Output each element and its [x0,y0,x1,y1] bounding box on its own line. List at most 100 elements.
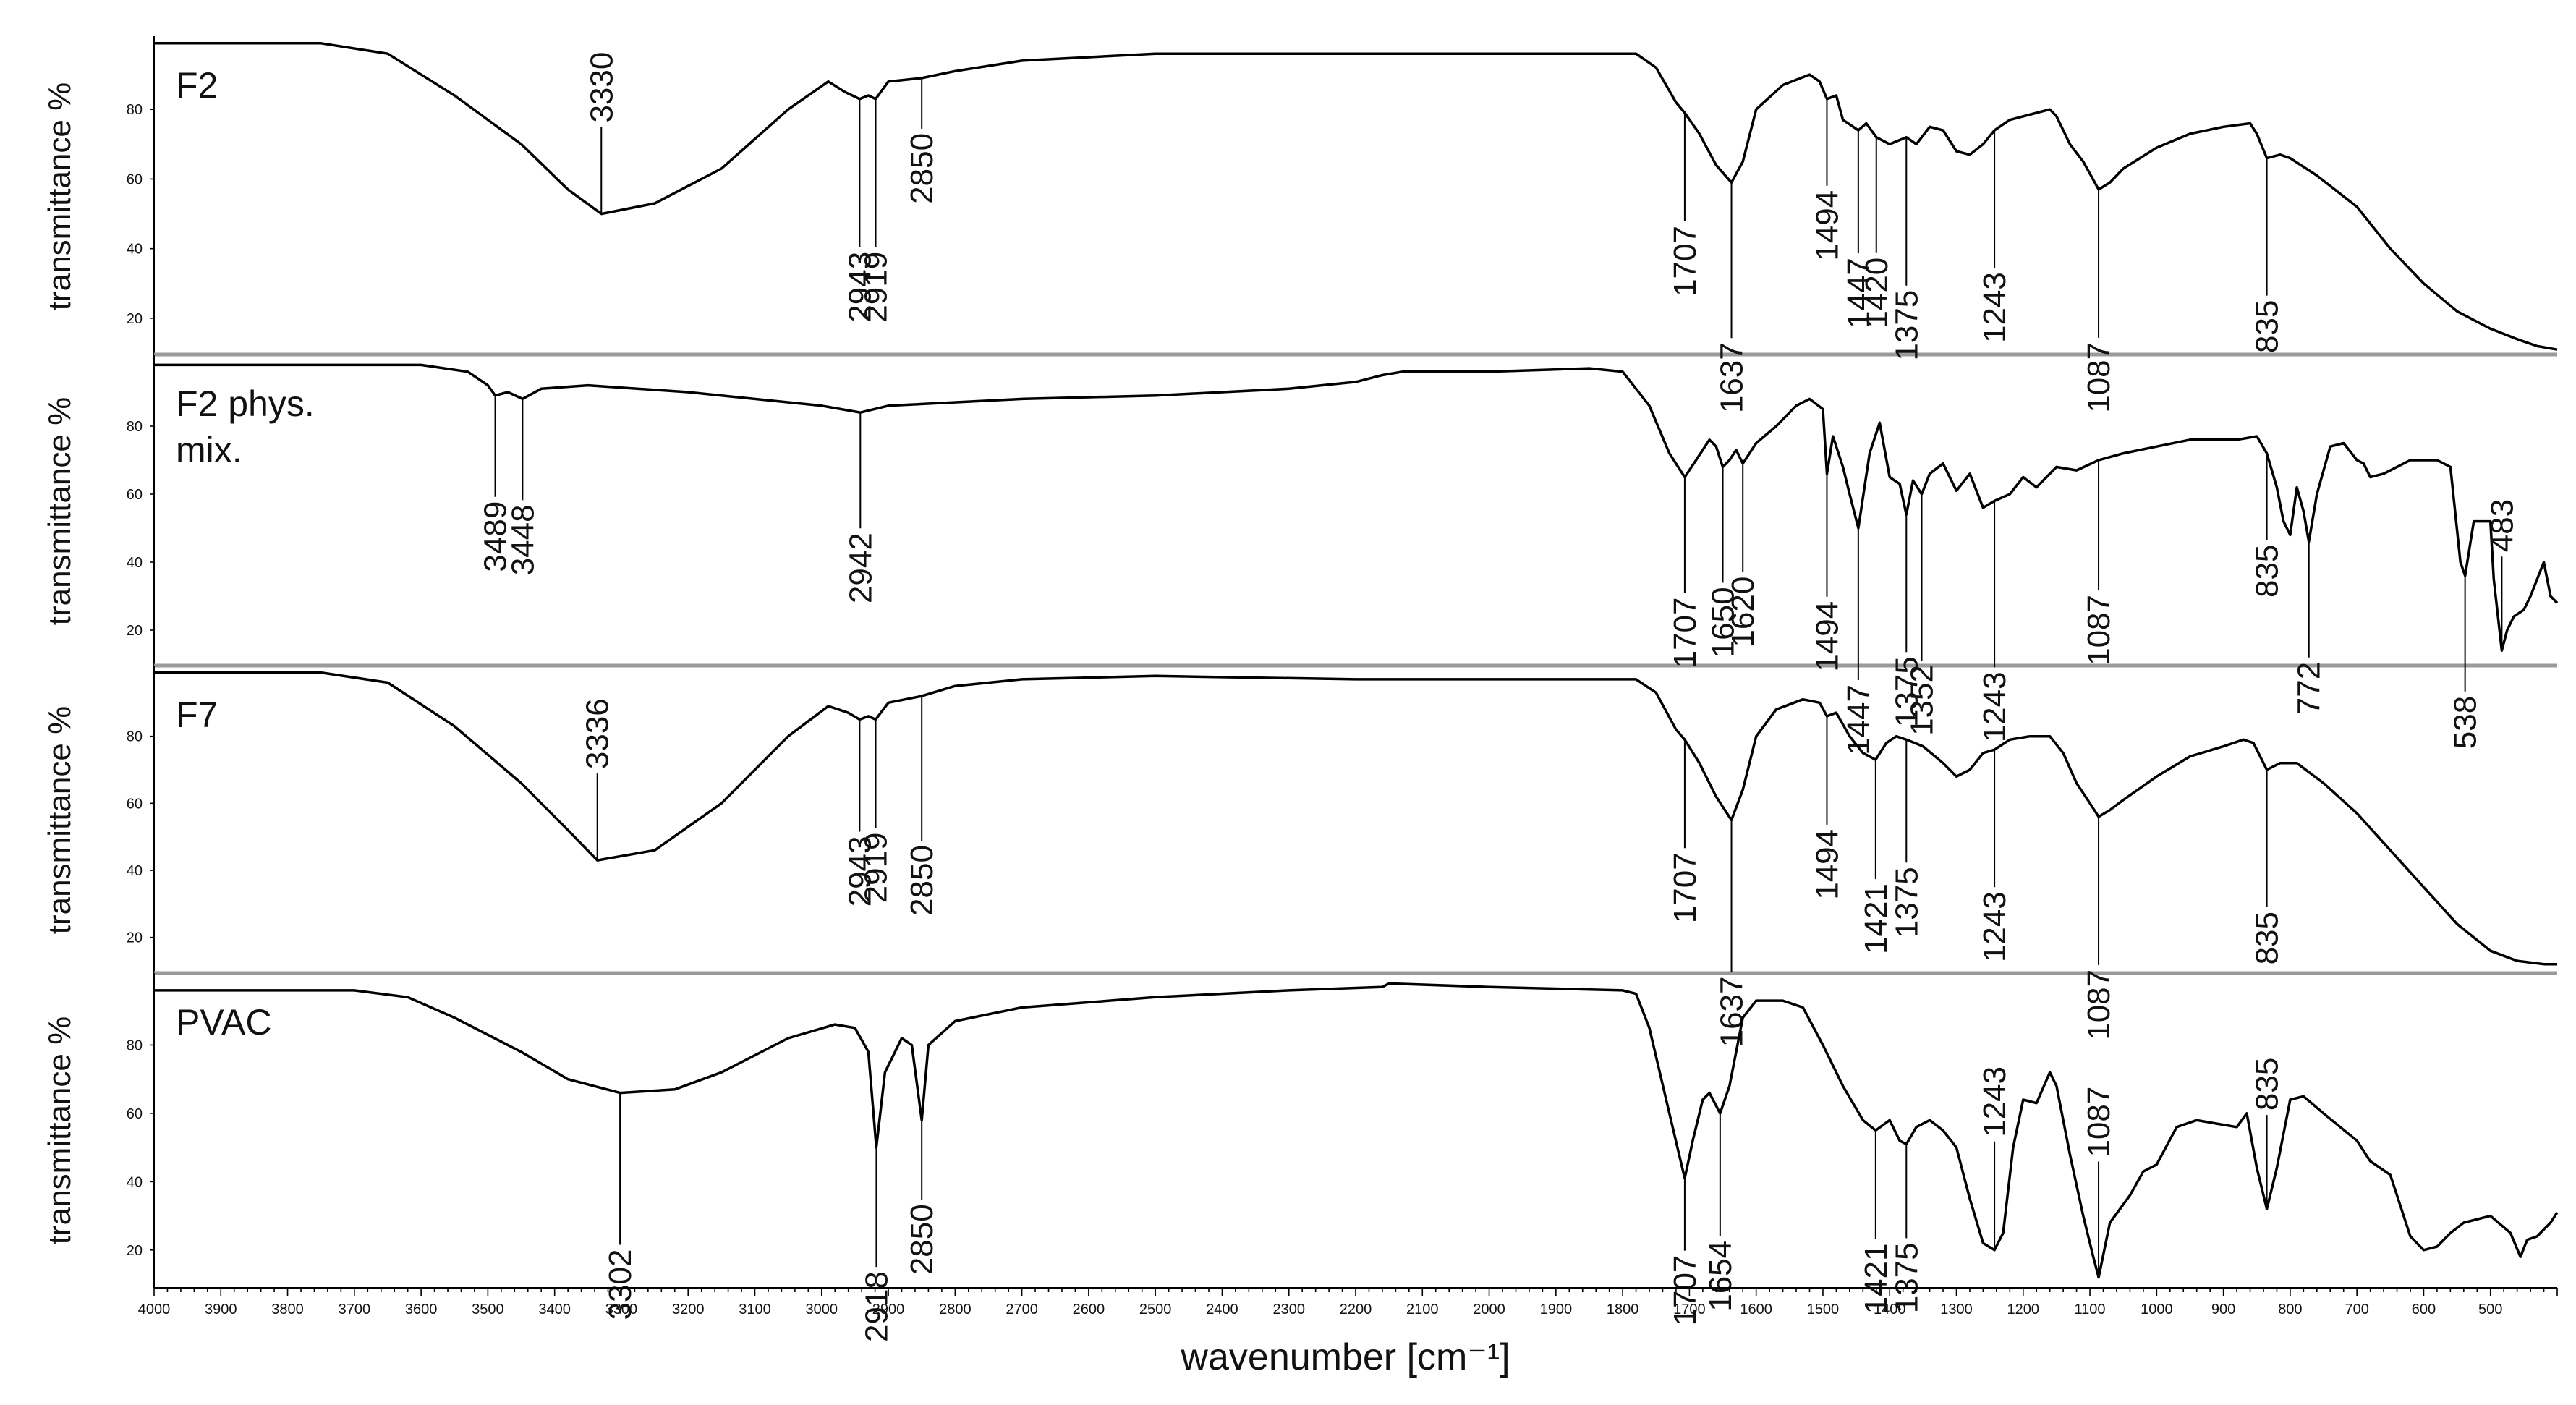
x-tick-label: 3800 [271,1302,304,1317]
peak-label: 2850 [904,845,940,916]
y-axis-label: transmittance % [42,706,77,934]
x-tick-label: 1500 [1807,1302,1840,1317]
peak-label: 1243 [1977,1066,2012,1137]
peak-label: 1243 [1977,671,2012,742]
panel-name: F2 phys. mix. [176,383,315,470]
peak-label: 2919 [859,833,894,904]
x-tick-label: 3000 [806,1302,838,1317]
y-tick-label: 60 [127,487,143,503]
x-tick-label: 1700 [1673,1302,1706,1317]
x-tick-label: 2600 [1073,1302,1105,1317]
x-tick-label: 2300 [1272,1302,1305,1317]
y-tick-label: 60 [127,796,143,812]
spectrum-line [154,982,2559,1279]
peak-label: 1087 [2081,342,2117,413]
peak-label: 1654 [1703,1241,1738,1312]
panel-name: F7 [176,695,218,735]
peak-label: 2919 [859,252,894,323]
y-tick-label: 60 [127,1106,143,1122]
x-tick-label: 2700 [1006,1302,1038,1317]
x-axis-label: wavenumber [cm⁻¹] [1180,1336,1510,1378]
peak-label: 1420 [1859,258,1895,328]
peak-label: 1375 [1889,656,1924,727]
y-tick-label: 40 [127,863,143,879]
x-tick-label: 800 [2278,1302,2302,1317]
x-tick-label: 600 [2412,1302,2436,1317]
peak-label: 772 [2292,662,2327,715]
peak-label: 1087 [2081,595,2117,666]
x-axis: 4000 3900 3800 3700 3600 3500 3400 3300 3200 3100… [138,1287,2558,1317]
panel-f2-phys-mix-: 20 40 60 80 transmittance % F2 phys. mix. 34893… [42,355,2559,755]
peak-label: 1637 [1714,342,1750,413]
peak-label: 2850 [904,1204,940,1275]
x-tick-label: 3900 [205,1302,237,1317]
x-tick-label: 3100 [739,1302,771,1317]
y-tick-label: 20 [127,930,143,946]
x-tick-label: 2900 [872,1302,905,1317]
x-tick-label: 1600 [1740,1302,1772,1317]
peak-label: 1707 [1667,1255,1703,1326]
peak-label: 1352 [1905,665,1940,736]
peak-label: 2918 [859,1271,894,1342]
spectrum-line [154,42,2558,351]
peak-label: 1375 [1889,290,1924,361]
x-tick-label: 3200 [672,1302,705,1317]
peak-label: 1494 [1809,190,1845,261]
y-tick-label: 80 [127,1037,143,1053]
x-tick-label: 1000 [2141,1302,2173,1317]
y-tick-label: 20 [127,1243,143,1259]
y-tick-label: 80 [127,419,143,435]
panel-pvac: 20 40 60 80 transmittance % PVAC 3302 2918 2850 1… [42,973,2559,1342]
peak-label: 2942 [843,532,878,603]
y-tick-label: 40 [127,242,143,258]
x-tick-label: 1300 [1940,1302,1973,1317]
peak-label: 1707 [1667,598,1703,668]
peak-label: 1707 [1667,226,1703,297]
x-tick-label: 2100 [1406,1302,1439,1317]
peak-label: 3330 [584,52,619,123]
x-tick-label: 700 [2345,1302,2368,1317]
peak-label: 3336 [580,698,616,769]
peak-label: 835 [2250,300,2285,353]
peak-label: 1087 [2081,969,2117,1040]
peak-label: 1447 [1841,258,1876,328]
x-tick-label: 500 [2478,1302,2502,1317]
x-tick-label: 2200 [1340,1302,1372,1317]
peak-label: 538 [2448,696,2483,749]
spectrum-line [154,671,2557,966]
peak-label: 1650 [1706,587,1741,658]
y-axis-label: transmittance % [42,397,77,625]
y-tick-label: 20 [127,623,143,639]
spectrum-line [154,363,2559,652]
peak-label: 2943 [842,252,877,323]
peak-label: 2943 [842,836,877,907]
peak-label: 1707 [1667,852,1703,923]
peak-label: 1447 [1841,684,1876,755]
x-tick-label: 1400 [1874,1302,1906,1317]
peak-label: 1375 [1889,867,1924,938]
peak-label: 1421 [1858,883,1894,954]
x-tick-label: 2800 [939,1302,972,1317]
y-tick-label: 80 [127,729,143,745]
y-tick-label: 40 [127,555,143,571]
x-tick-label: 1100 [2075,1302,2106,1317]
peak-label: 835 [2250,545,2285,598]
x-tick-label: 2000 [1473,1302,1505,1317]
x-tick-label: 2400 [1206,1302,1238,1317]
x-tick-label: 1200 [2007,1302,2040,1317]
peak-label: 483 [2484,499,2520,552]
peak-label: 1243 [1977,891,2012,962]
x-tick-label: 3300 [605,1302,638,1317]
x-tick-label: 2500 [1139,1302,1172,1317]
x-tick-label: 900 [2211,1302,2235,1317]
peak-label: 3448 [505,504,540,575]
x-tick-label: 1900 [1540,1302,1573,1317]
y-tick-label: 40 [127,1174,143,1190]
y-tick-label: 80 [127,102,143,118]
y-axis-label: transmittance % [42,82,77,310]
y-axis-label: transmittance % [42,1016,77,1244]
x-tick-label: 3400 [538,1302,571,1317]
x-tick-label: 3500 [472,1302,504,1317]
